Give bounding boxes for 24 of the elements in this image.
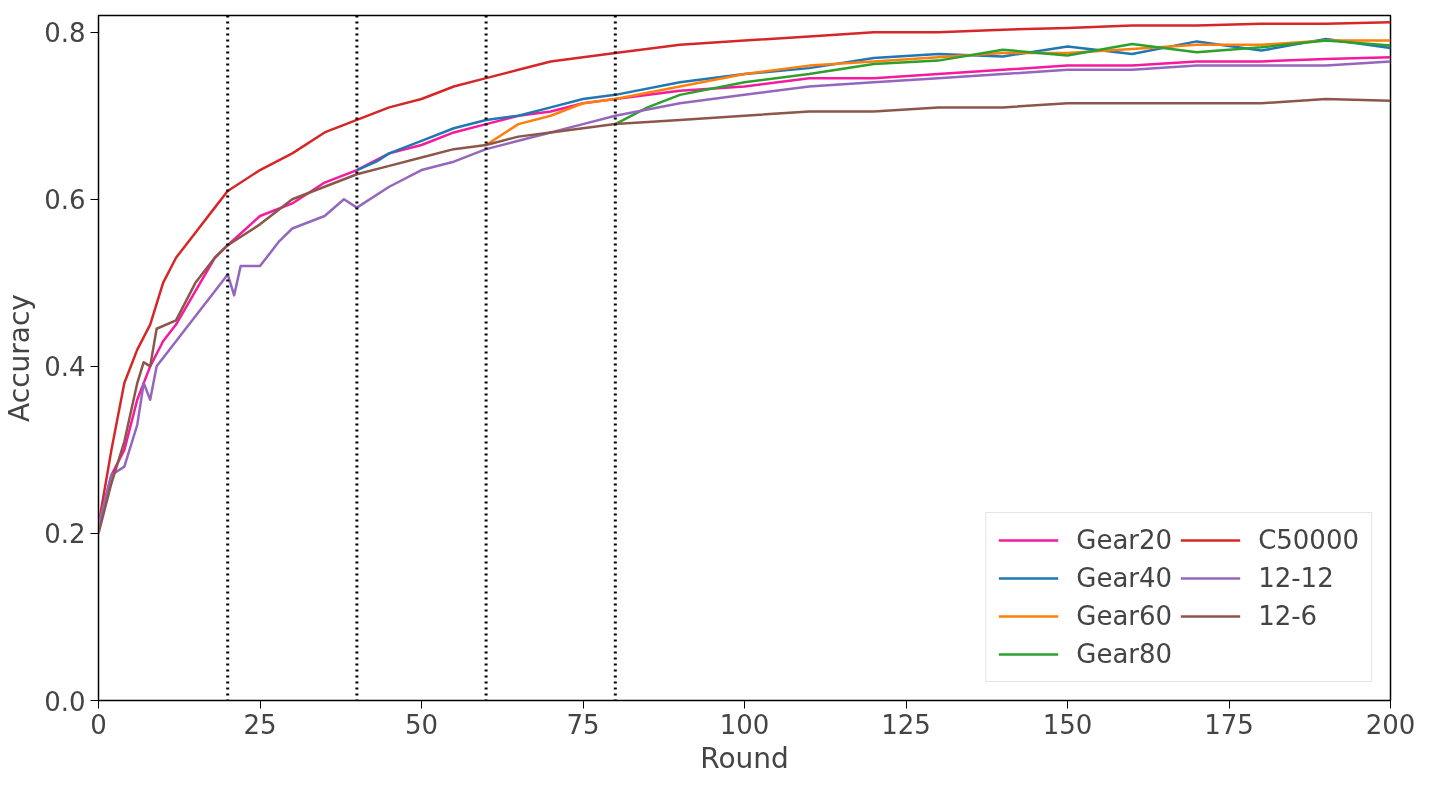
legend-label: C50000 (1258, 525, 1359, 555)
legend-label: Gear80 (1076, 639, 1173, 669)
x-tick-label: 100 (719, 709, 770, 740)
x-tick-label: 50 (404, 709, 439, 740)
legend-label: 12-12 (1258, 563, 1334, 593)
x-tick-label: 0 (90, 709, 107, 740)
y-tick-label: 0.0 (44, 686, 86, 717)
x-tick-label: 75 (566, 709, 600, 740)
x-tick-label: 150 (1042, 709, 1093, 740)
x-tick-label: 125 (881, 709, 931, 740)
y-axis-title: Accuracy (3, 294, 37, 422)
line-series (614, 39, 1391, 126)
y-tick-label: 0.4 (44, 352, 86, 383)
legend-label: Gear40 (1076, 563, 1173, 593)
y-tick-label: 0.2 (44, 519, 86, 550)
x-tick-label: 200 (1365, 709, 1416, 740)
x-tick-label: 25 (243, 709, 277, 740)
x-axis-title: Round (700, 741, 789, 775)
x-tick-label: 175 (1204, 709, 1254, 740)
y-tick-label: 0.6 (44, 185, 86, 216)
legend-label: Gear20 (1076, 525, 1173, 555)
legend-label: Gear60 (1076, 601, 1173, 631)
y-tick-label: 0.8 (44, 18, 86, 49)
legend-label: 12-6 (1258, 601, 1318, 631)
